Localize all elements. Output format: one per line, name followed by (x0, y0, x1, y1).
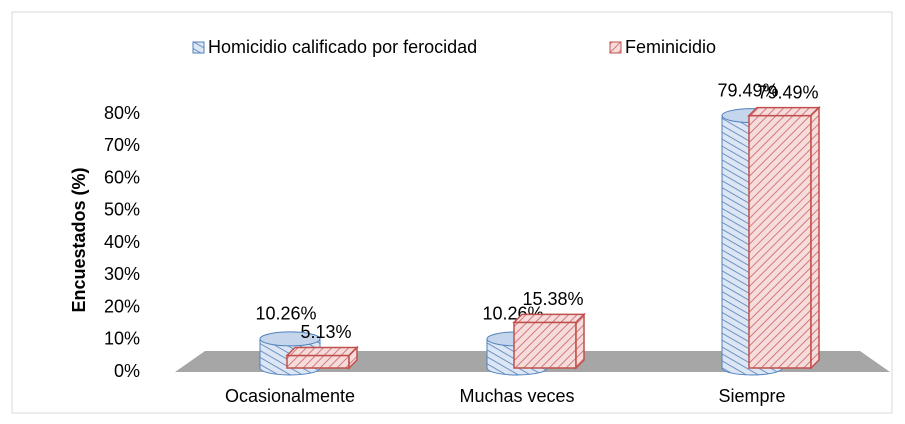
data-label: 79.49% (717, 80, 778, 100)
y-tick-label: 20% (104, 296, 140, 316)
y-tick-label: 40% (104, 232, 140, 252)
bar (748, 114, 812, 369)
bar-top (259, 331, 321, 347)
bar (513, 321, 577, 369)
y-tick-label: 70% (104, 135, 140, 155)
data-label: 79.49% (757, 82, 818, 102)
y-tick-label: 10% (104, 329, 140, 349)
bar-top (747, 106, 821, 117)
x-tick-label: Ocasionalmente (225, 386, 355, 406)
x-tick-label: Siempre (718, 386, 785, 406)
data-label: 10.26% (255, 304, 316, 324)
bar (286, 354, 350, 369)
legend-swatch (192, 41, 205, 54)
y-tick-label: 30% (104, 264, 140, 284)
y-tick-label: 80% (104, 103, 140, 123)
x-tick-label: Muchas veces (459, 386, 574, 406)
bar-top (285, 346, 359, 357)
y-axis-label: Encuestados (%) (69, 167, 89, 312)
data-label: 15.38% (522, 289, 583, 309)
legend-label: Homicidio calificado por ferocidad (208, 37, 477, 57)
bar-top (512, 313, 586, 324)
legend-swatch (609, 41, 622, 54)
y-tick-label: 50% (104, 200, 140, 220)
y-tick-label: 60% (104, 167, 140, 187)
y-tick-label: 0% (114, 361, 140, 381)
bar-side (810, 105, 820, 370)
legend-label: Feminicidio (625, 37, 716, 57)
bar-side (348, 345, 358, 370)
bar-side (575, 312, 585, 370)
data-label: 5.13% (300, 322, 351, 342)
